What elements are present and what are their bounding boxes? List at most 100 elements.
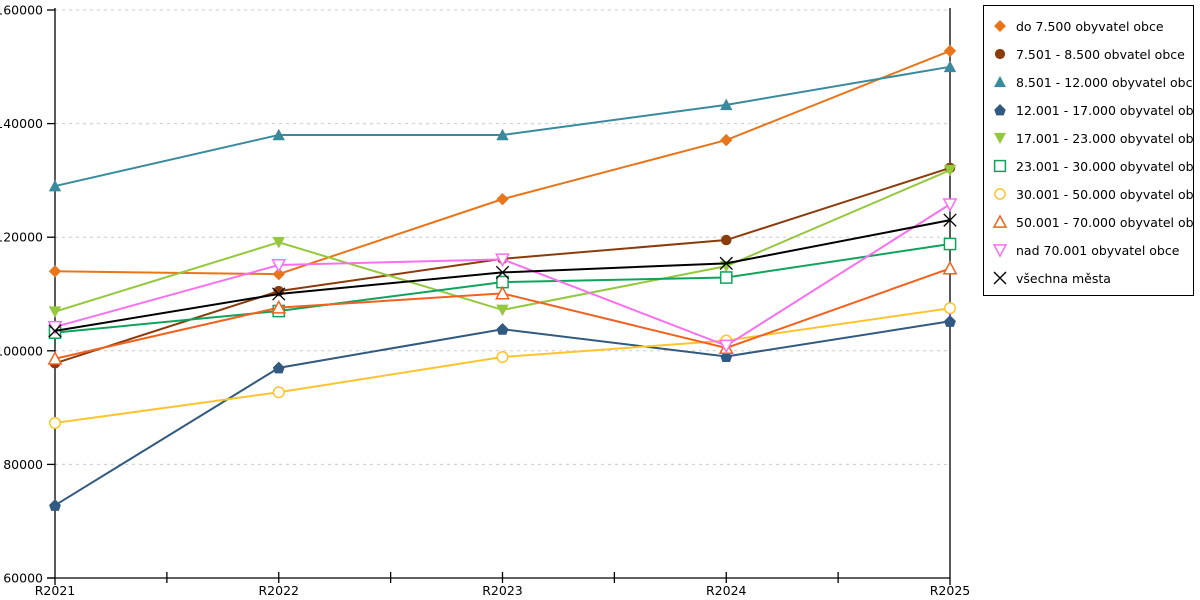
legend-square-o-icon <box>993 159 1007 173</box>
square-o-marker[interactable] <box>719 271 733 284</box>
diamond-marker[interactable] <box>272 267 285 281</box>
legend-diamond-icon <box>994 20 1006 32</box>
series-2 <box>48 60 957 192</box>
legend-item-label: 23.001 - 30.000 obyvatel obc... <box>1016 158 1193 174</box>
series-3 <box>49 315 956 511</box>
triangle-o-marker[interactable] <box>271 299 287 314</box>
legend-circle-o-icon <box>994 188 1006 200</box>
legend-item-label: 12.001 - 17.000 obyvatel obc... <box>1016 102 1193 118</box>
triangle-o-marker <box>992 214 1008 228</box>
triangle-down-o-marker[interactable] <box>942 198 958 213</box>
legend-item-1[interactable]: 7.501 - 8.500 obvatel obce <box>984 40 1193 68</box>
legend-item-label: všechna města <box>1016 270 1111 286</box>
triangle-marker <box>994 76 1006 88</box>
legend-pentagon-icon <box>994 104 1006 116</box>
circle-o-marker[interactable] <box>496 351 509 364</box>
y-tick-label: 80000 <box>3 457 43 472</box>
triangle-down-o-marker[interactable] <box>495 253 510 268</box>
y-tick-label: 60000 <box>3 571 43 586</box>
legend-item-label: 17.001 - 23.000 obyvatel obc... <box>1016 130 1193 146</box>
x-marker <box>272 287 286 301</box>
x-marker <box>495 265 510 280</box>
y-tick-label: 160000 <box>0 3 43 18</box>
x-marker <box>48 324 62 338</box>
legend-triangle-down-icon <box>994 132 1006 144</box>
diamond-marker <box>994 20 1006 32</box>
pentagon-marker[interactable] <box>496 323 509 335</box>
triangle-down-marker[interactable] <box>496 304 509 317</box>
triangle-marker[interactable] <box>720 98 733 111</box>
circle-o-marker <box>994 188 1006 200</box>
series-line <box>54 320 951 507</box>
triangle-o-marker[interactable] <box>495 285 510 300</box>
legend-item-label: do 7.500 obyvatel obce <box>1016 18 1164 34</box>
y-tick-label: 100000 <box>0 343 43 358</box>
circle-marker[interactable] <box>720 234 732 246</box>
circle-o-marker[interactable] <box>48 416 62 429</box>
x-tick-label: R2024 <box>706 583 747 598</box>
triangle-down-o-marker <box>992 244 1008 258</box>
pentagon-marker[interactable] <box>272 361 285 374</box>
legend-item-label: 7.501 - 8.500 obvatel obce <box>1016 46 1185 62</box>
x-tick-label: R2023 <box>482 583 523 598</box>
x-tick-label: R2022 <box>259 583 300 598</box>
diamond-marker[interactable] <box>48 265 62 278</box>
triangle-down-o-marker[interactable] <box>271 259 287 273</box>
triangle-down-marker[interactable] <box>48 306 62 318</box>
legend-item-9[interactable]: všechna města <box>984 264 1193 292</box>
legend-item-5[interactable]: 23.001 - 30.000 obyvatel obc... <box>984 152 1193 180</box>
series-line <box>54 65 951 188</box>
x-marker <box>719 256 733 270</box>
legend-triangle-down-o-icon <box>992 244 1008 258</box>
circle-o-marker[interactable] <box>272 386 285 399</box>
square-o-marker[interactable] <box>943 237 957 251</box>
series-line <box>54 49 951 276</box>
legend-item-4[interactable]: 17.001 - 23.000 obyvatel obc... <box>984 124 1193 152</box>
square-o-marker <box>993 159 1007 173</box>
circle-marker <box>994 48 1006 60</box>
triangle-marker[interactable] <box>496 128 509 141</box>
series-0 <box>48 44 957 281</box>
triangle-marker[interactable] <box>48 179 62 192</box>
pentagon-marker[interactable] <box>944 315 956 327</box>
pentagon-marker[interactable] <box>49 499 61 511</box>
triangle-down-marker[interactable] <box>272 237 285 249</box>
legend-item-7[interactable]: 50.001 - 70.000 obyvatel obc... <box>984 208 1193 236</box>
x-marker <box>943 213 957 227</box>
chart-legend: do 7.500 obyvatel obce 7.501 - 8.500 obva… <box>983 5 1194 296</box>
pentagon-marker <box>994 104 1006 116</box>
legend-triangle-o-icon <box>992 214 1008 228</box>
x-tick-label: R2025 <box>930 583 971 598</box>
legend-item-label: nad 70.001 obyvatel obce <box>1016 242 1180 258</box>
triangle-down-marker[interactable] <box>943 164 957 177</box>
diamond-marker[interactable] <box>720 133 733 147</box>
diamond-marker[interactable] <box>943 44 957 58</box>
triangle-o-marker[interactable] <box>942 260 958 275</box>
triangle-down-o-marker[interactable] <box>718 339 734 354</box>
triangle-down-marker <box>994 132 1006 144</box>
legend-item-6[interactable]: 30.001 - 50.000 obyvatel obc... <box>984 180 1193 208</box>
x-tick-label: R2021 <box>35 583 76 598</box>
triangle-o-marker[interactable] <box>47 350 63 365</box>
circle-o-marker[interactable] <box>943 302 957 315</box>
triangle-marker[interactable] <box>943 60 957 73</box>
legend-item-0[interactable]: do 7.500 obyvatel obce <box>984 12 1193 40</box>
y-tick-label: 140000 <box>0 116 43 131</box>
x-marker <box>993 271 1007 285</box>
legend-item-8[interactable]: nad 70.001 obyvatel obce <box>984 236 1193 264</box>
series-9 <box>48 213 957 338</box>
legend-item-label: 50.001 - 70.000 obyvatel obc... <box>1016 214 1193 230</box>
legend-item-3[interactable]: 12.001 - 17.000 obyvatel obc... <box>984 96 1193 124</box>
legend-x-icon <box>993 271 1007 285</box>
diamond-marker[interactable] <box>496 192 509 206</box>
triangle-marker[interactable] <box>272 128 285 141</box>
legend-item-2[interactable]: 8.501 - 12.000 obyvatel obce <box>984 68 1193 96</box>
legend-circle-icon <box>994 48 1006 60</box>
y-tick-label: 120000 <box>0 230 43 245</box>
legend-item-label: 30.001 - 50.000 obyvatel obc... <box>1016 186 1193 202</box>
legend-item-label: 8.501 - 12.000 obyvatel obce <box>1016 74 1193 90</box>
series-8 <box>47 198 958 354</box>
legend-triangle-icon <box>994 76 1006 88</box>
